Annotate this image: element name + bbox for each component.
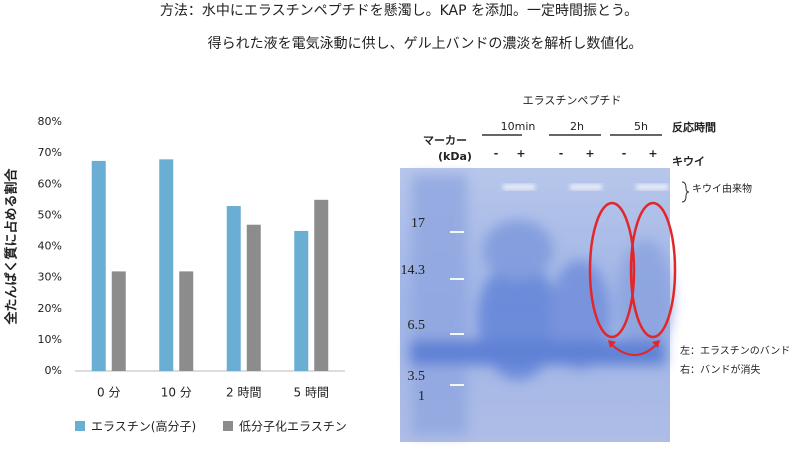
bar (294, 230, 309, 371)
y-tick-label: 20% (38, 302, 62, 315)
sign-label: + (648, 147, 657, 160)
marker-size: 1 (418, 389, 425, 404)
x-tick-label: 0 分 (97, 386, 120, 400)
sign-label: + (585, 147, 594, 160)
y-tick-label: 60% (38, 177, 62, 190)
marker-size: 3.5 (408, 369, 426, 384)
method-line: 得られた液を電気泳動に供し、ゲル上バンドの濃淡を解析し数値化。 (208, 35, 643, 52)
gel-title: エラスチンペプチド (523, 94, 622, 107)
note: 右：バンドが消失 (680, 363, 761, 376)
legend-label: 低分子化エラスチン (239, 420, 347, 434)
legend-label: エラスチン(高分子) (91, 419, 196, 434)
unit-label: (kDa) (438, 150, 472, 163)
legend-swatch (223, 421, 233, 431)
time-label: 5h (634, 120, 648, 133)
sign-label: - (622, 147, 627, 160)
x-tick-label: 5 時間 (294, 386, 329, 400)
note: 左：エラスチンのバンド (680, 344, 790, 357)
y-tick-label: 30% (38, 271, 62, 284)
sign-label: - (494, 147, 499, 160)
bar (226, 206, 241, 371)
y-tick-label: 0% (45, 364, 62, 377)
y-tick-label: 40% (38, 240, 62, 253)
bar (179, 271, 194, 371)
gel-image (400, 134, 690, 442)
marker-size: 17 (411, 216, 425, 231)
time-axis-label: 反応時間 (672, 120, 716, 134)
x-tick-label: 2 時間 (226, 386, 261, 400)
y-tick-label: 50% (38, 208, 62, 221)
method-line: 方法：水中にエラスチンペプチドを懸濁し。KAP を添加。一定時間振とう。 (160, 3, 638, 19)
time-label: 2h (570, 120, 584, 133)
kiwi-label: キウイ (672, 155, 705, 168)
sign-label: + (516, 147, 525, 160)
y-tick-label: 10% (38, 333, 62, 346)
kiwi-derived-label: キウイ由来物 (692, 182, 752, 195)
y-tick-label: 80% (38, 115, 62, 128)
bar (91, 160, 106, 371)
bar (159, 159, 174, 371)
bar (314, 199, 329, 371)
y-axis-label: 全たんぱく質に占める割合 (4, 168, 20, 326)
bar (111, 271, 126, 371)
y-tick-label: 70% (38, 146, 62, 159)
x-tick-label: 10 分 (161, 386, 192, 400)
marker-size: 14.3 (401, 263, 426, 278)
sign-label: - (559, 147, 564, 160)
marker-size: 6.5 (408, 318, 426, 333)
legend-swatch (75, 421, 85, 431)
marker-label: マーカー (423, 134, 467, 147)
time-label: 10min (501, 120, 536, 133)
bar (246, 224, 261, 371)
